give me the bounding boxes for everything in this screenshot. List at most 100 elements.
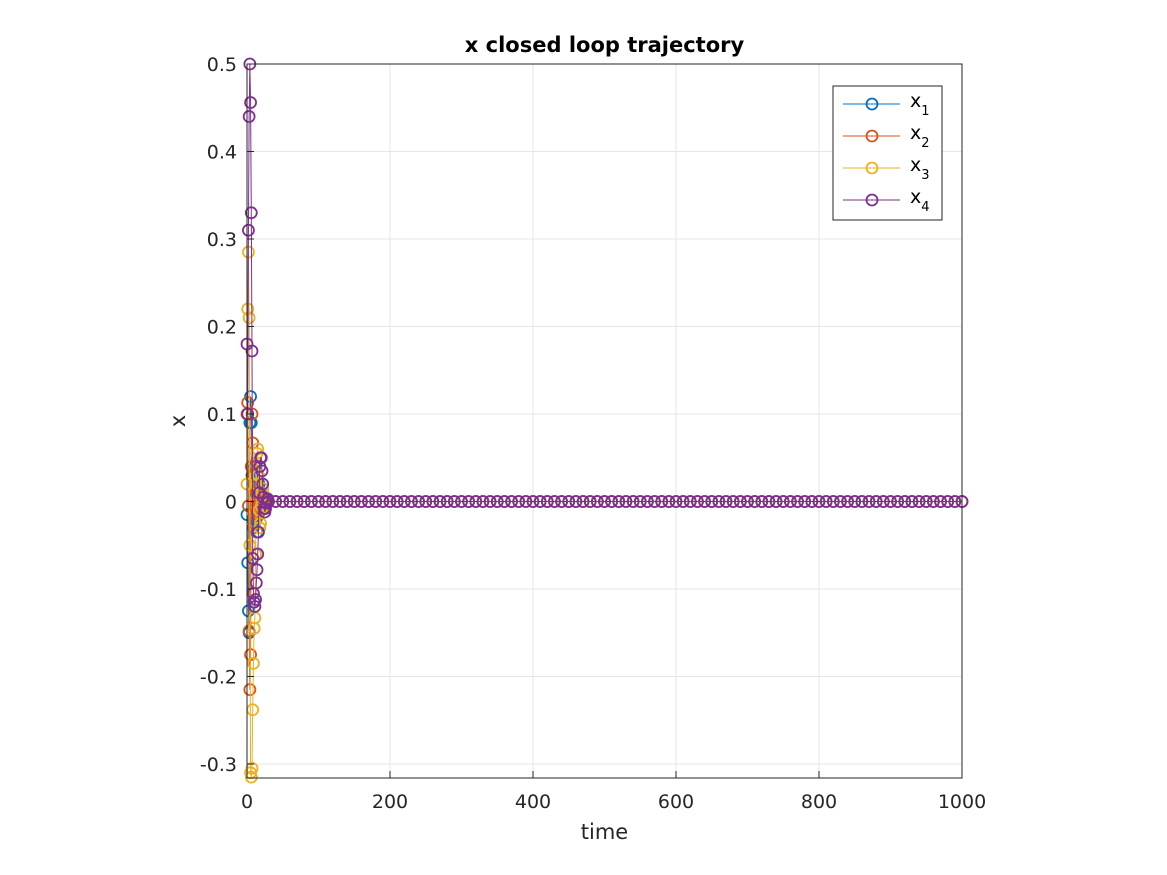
y-tick-label: 0.5 — [207, 54, 237, 76]
data-point — [848, 495, 862, 508]
x-tick-label: 1000 — [938, 791, 986, 813]
data-point — [919, 495, 933, 508]
data-point — [490, 495, 504, 508]
data-point — [891, 495, 905, 508]
x-axis-label: time — [581, 820, 628, 844]
series-x4 — [240, 57, 969, 613]
data-point — [641, 495, 654, 508]
data-point — [247, 656, 260, 670]
data-point — [805, 495, 819, 508]
data-point — [927, 495, 940, 508]
data-point — [519, 495, 533, 508]
data-point — [304, 495, 318, 508]
x-tick-label: 600 — [658, 791, 694, 813]
y-tick-label: 0.2 — [207, 317, 237, 339]
data-point — [250, 563, 264, 577]
data-point — [533, 495, 547, 508]
data-point — [255, 464, 269, 478]
data-point — [347, 495, 361, 508]
data-point — [440, 495, 454, 508]
data-point — [455, 495, 468, 508]
legend-marker — [865, 161, 879, 175]
data-point — [590, 495, 604, 508]
data-point — [412, 495, 426, 508]
legend-marker — [865, 193, 879, 207]
data-point — [244, 96, 257, 109]
data-point — [269, 495, 283, 508]
data-point — [726, 495, 740, 508]
ticks: 0 200 400 600 800 1000 -0.3 -0.2 -0.1 0 0.1 0.2 0.3 0… — [200, 54, 986, 813]
data-point — [862, 495, 876, 508]
data-point — [390, 495, 404, 508]
data-point — [249, 576, 263, 590]
data-point — [798, 495, 812, 508]
data-point — [612, 495, 626, 508]
data-point — [526, 495, 540, 508]
data-point — [576, 495, 590, 508]
data-point — [242, 311, 256, 325]
data-point — [476, 495, 490, 508]
data-point — [548, 495, 561, 508]
data-point — [633, 495, 647, 508]
legend-item: x4 — [843, 186, 930, 215]
data-point — [376, 495, 390, 508]
data-point — [733, 495, 747, 508]
data-point — [333, 495, 347, 508]
data-point — [869, 495, 883, 508]
data-point — [755, 495, 769, 508]
data-point — [252, 525, 265, 539]
data-point — [598, 495, 611, 508]
legend-box — [832, 85, 943, 221]
x-tick-label: 0 — [241, 791, 253, 813]
x-tick-label: 400 — [515, 791, 551, 813]
chart-title: x closed loop trajectory — [465, 33, 745, 57]
data-point — [812, 495, 826, 508]
y-axis-label: x — [166, 415, 190, 427]
data-point — [244, 390, 257, 403]
data-point — [569, 495, 583, 508]
data-point — [283, 495, 297, 508]
data-point — [719, 495, 733, 508]
x-tick-label: 200 — [372, 791, 408, 813]
data-point — [290, 495, 304, 508]
data-point — [319, 495, 333, 508]
data-point — [691, 495, 704, 508]
data-point — [769, 495, 783, 508]
data-point — [905, 495, 919, 508]
data-point — [941, 495, 955, 508]
data-point — [762, 495, 776, 508]
data-point — [948, 495, 962, 508]
data-point — [712, 495, 726, 508]
plot-frame — [246, 63, 963, 779]
data-point — [683, 495, 697, 508]
data-point — [819, 495, 833, 508]
data-point — [876, 495, 890, 508]
data-point — [912, 495, 926, 508]
y-tick-label: 0.4 — [207, 142, 237, 164]
data-point — [447, 495, 461, 508]
data-point — [834, 495, 847, 508]
data-point — [297, 495, 311, 508]
data-point — [276, 495, 290, 508]
data-point — [362, 495, 375, 508]
data-point — [540, 495, 554, 508]
data-point — [748, 495, 762, 508]
data-point — [791, 495, 804, 508]
data-point — [648, 495, 661, 508]
data-point — [705, 495, 719, 508]
data-point — [669, 495, 683, 508]
data-point — [462, 495, 476, 508]
legend: x1 x2 x3 x4 — [832, 85, 943, 221]
legend-label: x2 — [910, 122, 930, 151]
data-point — [698, 495, 711, 508]
data-point — [433, 495, 447, 508]
data-point — [741, 495, 754, 508]
y-tick-label: -0.3 — [200, 754, 237, 776]
data-point — [249, 477, 263, 491]
data-point — [326, 495, 340, 508]
data-point — [249, 593, 262, 606]
data-point — [340, 495, 354, 508]
data-point — [497, 495, 511, 508]
data-point — [855, 495, 869, 508]
